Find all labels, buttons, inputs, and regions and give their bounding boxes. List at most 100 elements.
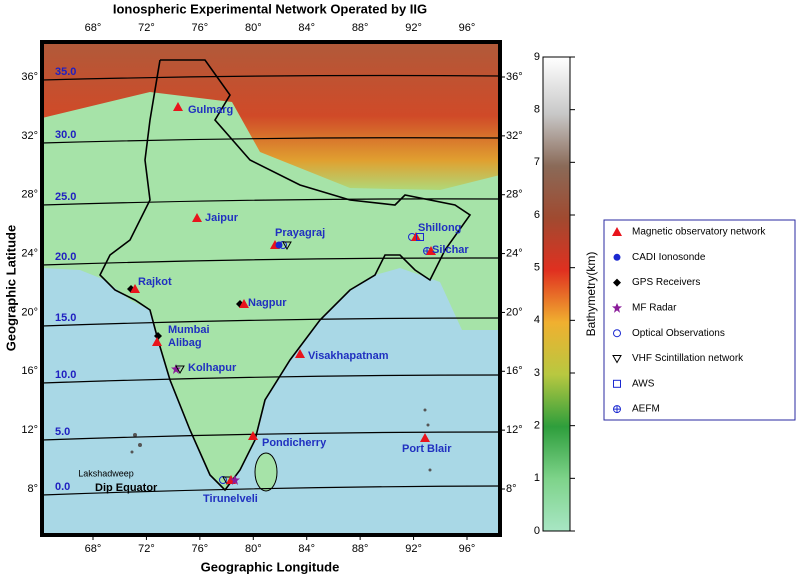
symbol [154, 332, 162, 340]
dip-line [41, 74, 501, 81]
india-border [99, 59, 472, 492]
symbol [239, 299, 249, 308]
symbol [230, 475, 240, 485]
lat-tick-label: 20° [21, 306, 38, 318]
station [248, 431, 258, 440]
symbol [295, 349, 305, 358]
dip-label: 15.0 [55, 312, 76, 324]
lon-tick-label: 92° [405, 22, 422, 34]
lat-tick-label: 36° [21, 71, 38, 83]
legend-item: MF Radar [612, 303, 677, 314]
y-axis-label: Geographic Latitude [3, 225, 18, 351]
dip-line [41, 374, 501, 384]
legend [603, 219, 796, 421]
dip-label: 20.0 [55, 251, 76, 263]
symbol [175, 365, 185, 375]
dip-label: 5.0 [55, 426, 70, 438]
station-label: Prayagraj [275, 227, 325, 239]
dip-line [41, 198, 501, 206]
dip-line [41, 137, 501, 144]
colorbar-tick-label: 2 [534, 420, 540, 432]
station [127, 284, 140, 293]
colorbar [542, 56, 571, 532]
dip-label: 30.0 [55, 129, 76, 141]
lat-tick-label: 36° [506, 71, 523, 83]
map-frame [40, 40, 502, 537]
symbol [612, 355, 622, 364]
lat-tick-label: 24° [506, 247, 523, 259]
lat-tick-label: 28° [506, 189, 523, 201]
colorbar-tick-label: 8 [534, 104, 540, 116]
colorbar-tick-label: 3 [534, 367, 540, 379]
dip-lines [41, 74, 501, 496]
islands [130, 408, 432, 472]
symbol [416, 233, 424, 241]
station-label: Kolhapur [188, 362, 237, 374]
symbol [152, 337, 162, 346]
lon-tick-label: 72° [138, 543, 155, 555]
lon-tick-label: 72° [138, 22, 155, 34]
legend-label: Magnetic observatory network [632, 227, 766, 238]
lon-tick-label: 68° [85, 22, 102, 34]
dip-label: 35.0 [55, 66, 76, 78]
station [154, 332, 162, 340]
lon-tick-label: 84° [298, 22, 315, 34]
symbol [282, 241, 292, 251]
symbol [612, 302, 622, 313]
legend-label: VHF Scintillation network [632, 353, 744, 364]
lon-tick-label: 80° [245, 22, 262, 34]
station [423, 246, 436, 255]
lon-tick-label: 96° [459, 22, 476, 34]
station [408, 232, 424, 241]
symbol [171, 364, 181, 374]
dip-label: 25.0 [55, 191, 76, 203]
lat-tick-label: 8° [506, 483, 517, 495]
symbol [613, 405, 621, 413]
colorbar-tick-label: 9 [534, 51, 540, 63]
dip-line [41, 431, 501, 441]
symbol [173, 102, 183, 111]
lat-tick-label: 12° [21, 424, 38, 436]
symbol [613, 253, 621, 261]
lat-tick-label: 16° [506, 365, 523, 377]
legend-item: Magnetic observatory network [612, 227, 766, 238]
legend-label: Optical Observations [632, 328, 725, 339]
lon-tick-label: 92° [405, 543, 422, 555]
lat-tick-label: 28° [21, 189, 38, 201]
lon-tick-label: 88° [352, 22, 369, 34]
station-label: Pondicherry [262, 437, 327, 449]
station-label: Port Blair [402, 443, 452, 455]
station [420, 433, 430, 442]
lon-tick-label: 68° [85, 543, 102, 555]
lat-tick-label: 20° [506, 306, 523, 318]
colorbar-tick-label: 7 [534, 156, 540, 168]
legend-item: VHF Scintillation network [612, 353, 744, 364]
station-label: Mumbai [168, 324, 210, 336]
legend-item: AEFM [613, 404, 660, 415]
legend-label: MF Radar [632, 303, 677, 314]
station [219, 475, 240, 486]
legend-item: GPS Receivers [613, 277, 700, 288]
station-label: Gulmarg [188, 104, 233, 116]
station [171, 364, 185, 375]
lat-tick-label: 24° [21, 247, 38, 259]
symbol [426, 246, 436, 255]
legend-item: AWS [613, 378, 655, 389]
station [173, 102, 183, 111]
station-label: Nagpur [248, 297, 287, 309]
station-label: Alibag [168, 337, 202, 349]
station-label: Silchar [432, 244, 469, 256]
symbol [192, 213, 202, 222]
station [192, 213, 202, 222]
legend-item: Optical Observations [613, 328, 725, 339]
colorbar-label: Bathymetry(km) [584, 252, 598, 337]
station [152, 337, 162, 346]
station [295, 349, 305, 358]
symbol [613, 278, 621, 287]
annotation: Lakshadweep [78, 468, 134, 478]
legend-item: CADI Ionosonde [613, 252, 706, 263]
colorbar-tick-label: 5 [534, 262, 540, 274]
lon-tick-label: 88° [352, 543, 369, 555]
colorbar-tick-label: 0 [534, 525, 540, 537]
